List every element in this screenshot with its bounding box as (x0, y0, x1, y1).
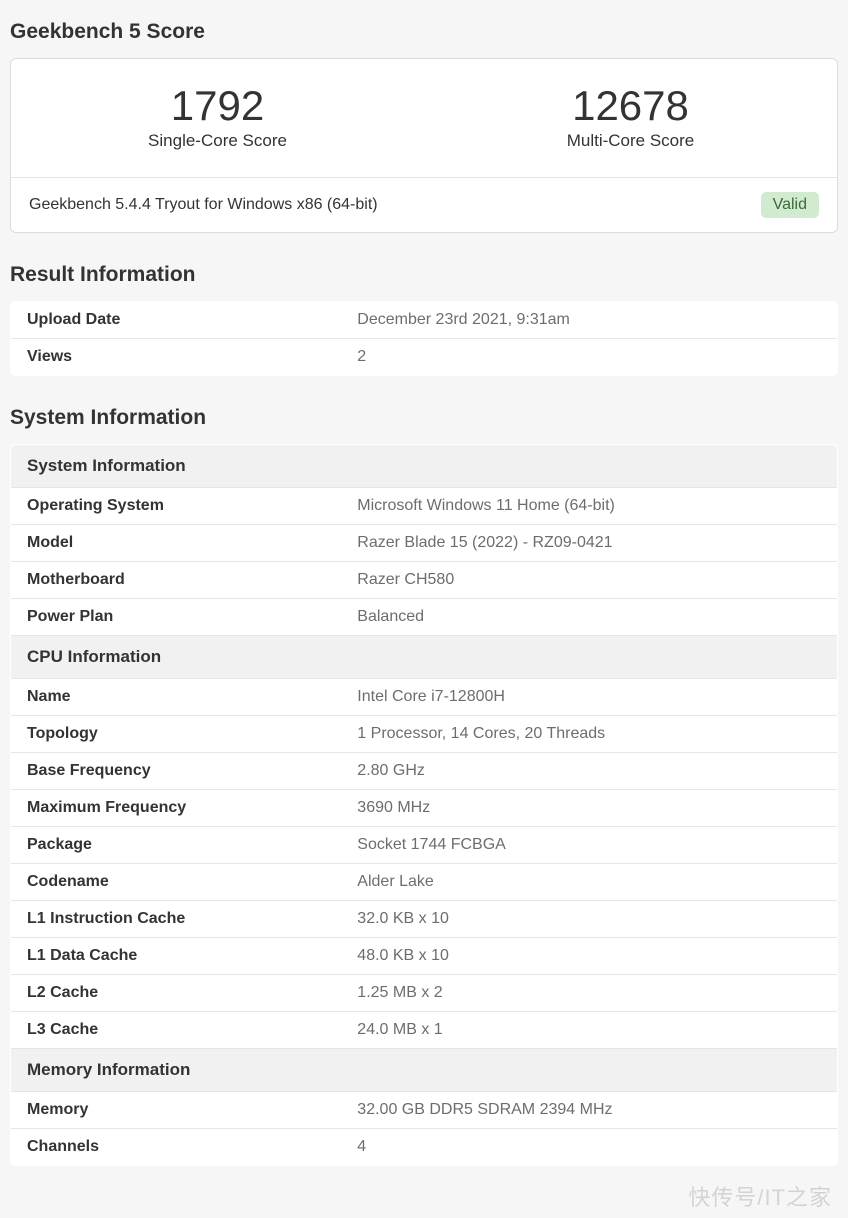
row-value: 24.0 MB x 1 (341, 1012, 837, 1049)
row-key: Name (11, 679, 342, 716)
row-value: Alder Lake (341, 864, 837, 901)
row-key: Codename (11, 864, 342, 901)
table-row: Power PlanBalanced (11, 599, 838, 636)
row-value: 32.0 KB x 10 (341, 901, 837, 938)
row-key: Operating System (11, 488, 342, 525)
table-row: NameIntel Core i7-12800H (11, 679, 838, 716)
row-value: 3690 MHz (341, 790, 837, 827)
table-row: MotherboardRazer CH580 (11, 562, 838, 599)
system-info-table: System InformationOperating SystemMicros… (10, 444, 838, 1166)
scores-row: 1792 Single-Core Score 12678 Multi-Core … (11, 59, 837, 177)
row-value: Razer Blade 15 (2022) - RZ09-0421 (341, 525, 837, 562)
page-title: Geekbench 5 Score (10, 20, 838, 44)
row-key: Base Frequency (11, 753, 342, 790)
row-value: 1.25 MB x 2 (341, 975, 837, 1012)
system-info-title: System Information (10, 406, 838, 430)
row-value: December 23rd 2021, 9:31am (341, 302, 837, 339)
multi-core-score-label: Multi-Core Score (434, 131, 827, 151)
row-key: Model (11, 525, 342, 562)
row-key: L2 Cache (11, 975, 342, 1012)
table-row: Topology1 Processor, 14 Cores, 20 Thread… (11, 716, 838, 753)
row-value: Balanced (341, 599, 837, 636)
row-key: L1 Data Cache (11, 938, 342, 975)
row-key: Views (11, 339, 342, 376)
row-key: Maximum Frequency (11, 790, 342, 827)
row-key: Topology (11, 716, 342, 753)
multi-core-score-value: 12678 (434, 83, 827, 129)
table-row: L3 Cache24.0 MB x 1 (11, 1012, 838, 1049)
single-core-score-box: 1792 Single-Core Score (11, 59, 424, 177)
row-value: 2.80 GHz (341, 753, 837, 790)
table-row: Views2 (11, 339, 838, 376)
table-row: Base Frequency2.80 GHz (11, 753, 838, 790)
row-value: 4 (341, 1129, 837, 1166)
table-row: L2 Cache1.25 MB x 2 (11, 975, 838, 1012)
row-value: 1 Processor, 14 Cores, 20 Threads (341, 716, 837, 753)
table-row: Operating SystemMicrosoft Windows 11 Hom… (11, 488, 838, 525)
row-value: 32.00 GB DDR5 SDRAM 2394 MHz (341, 1092, 837, 1129)
table-row: Upload DateDecember 23rd 2021, 9:31am (11, 302, 838, 339)
row-key: Upload Date (11, 302, 342, 339)
valid-badge: Valid (761, 192, 819, 218)
row-value: Microsoft Windows 11 Home (64-bit) (341, 488, 837, 525)
section-header: Memory Information (11, 1049, 838, 1092)
version-text: Geekbench 5.4.4 Tryout for Windows x86 (… (29, 196, 378, 214)
row-key: Package (11, 827, 342, 864)
table-row: Channels4 (11, 1129, 838, 1166)
table-row: Memory32.00 GB DDR5 SDRAM 2394 MHz (11, 1092, 838, 1129)
result-info-title: Result Information (10, 263, 838, 287)
row-key: Memory (11, 1092, 342, 1129)
row-key: Power Plan (11, 599, 342, 636)
table-row: L1 Instruction Cache32.0 KB x 10 (11, 901, 838, 938)
table-row: CodenameAlder Lake (11, 864, 838, 901)
watermark-text: 快传号/IT之家 (688, 1180, 832, 1212)
section-header: CPU Information (11, 636, 838, 679)
row-key: L1 Instruction Cache (11, 901, 342, 938)
table-row: L1 Data Cache48.0 KB x 10 (11, 938, 838, 975)
row-value: 2 (341, 339, 837, 376)
row-key: Channels (11, 1129, 342, 1166)
multi-core-score-box: 12678 Multi-Core Score (424, 59, 837, 177)
row-value: Intel Core i7-12800H (341, 679, 837, 716)
row-key: Motherboard (11, 562, 342, 599)
result-info-table: Upload DateDecember 23rd 2021, 9:31amVie… (10, 301, 838, 376)
table-row: PackageSocket 1744 FCBGA (11, 827, 838, 864)
row-value: 48.0 KB x 10 (341, 938, 837, 975)
table-row: ModelRazer Blade 15 (2022) - RZ09-0421 (11, 525, 838, 562)
row-value: Razer CH580 (341, 562, 837, 599)
section-header: System Information (11, 445, 838, 488)
table-row: Maximum Frequency3690 MHz (11, 790, 838, 827)
row-value: Socket 1744 FCBGA (341, 827, 837, 864)
row-key: L3 Cache (11, 1012, 342, 1049)
score-card: 1792 Single-Core Score 12678 Multi-Core … (10, 58, 838, 233)
single-core-score-value: 1792 (21, 83, 414, 129)
version-row: Geekbench 5.4.4 Tryout for Windows x86 (… (11, 177, 837, 232)
single-core-score-label: Single-Core Score (21, 131, 414, 151)
